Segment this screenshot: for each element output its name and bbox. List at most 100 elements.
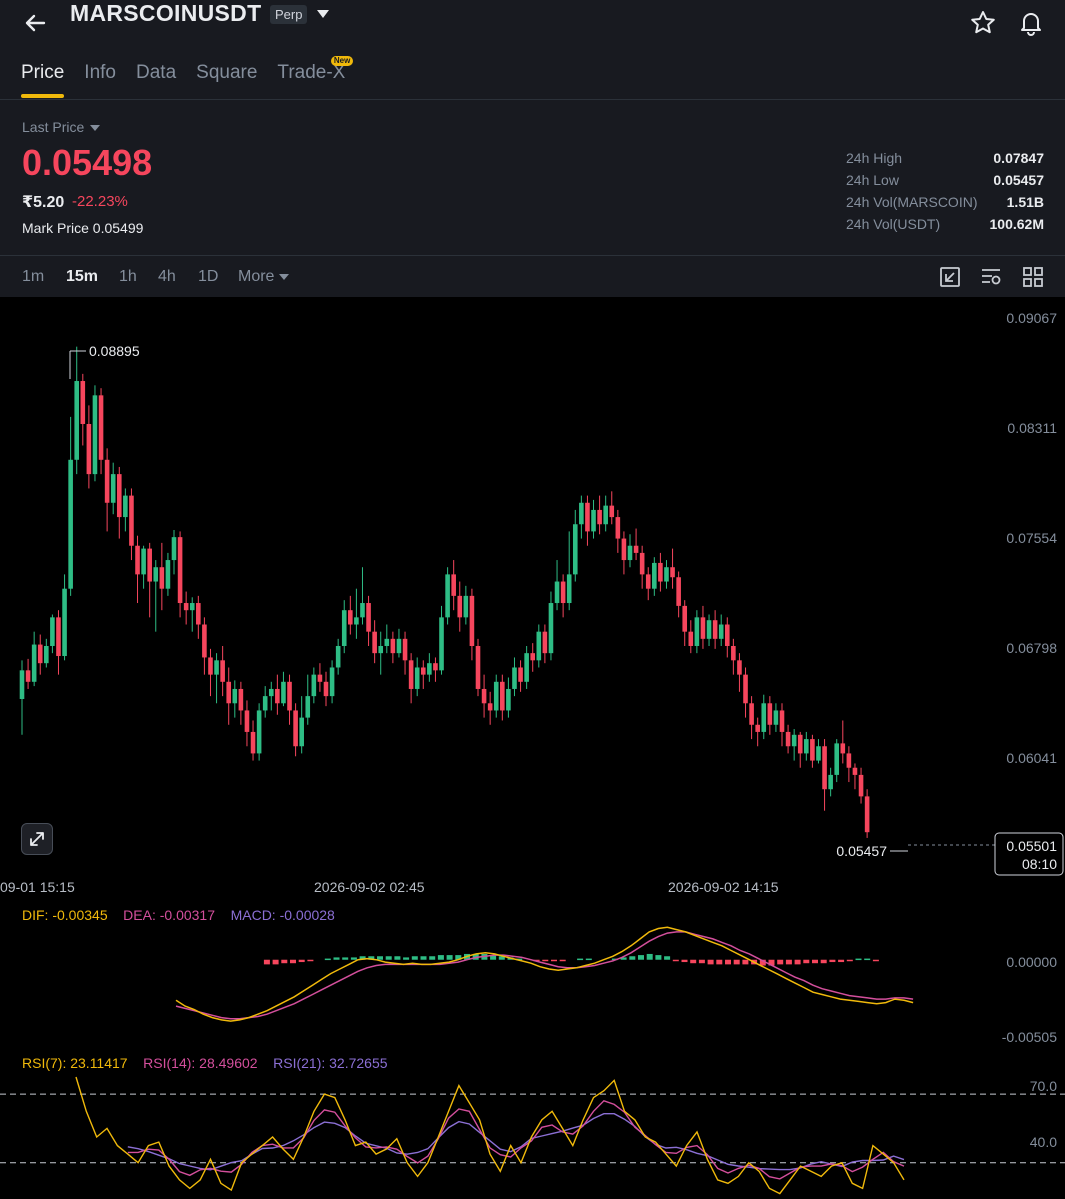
timeframe-more[interactable]: More — [238, 268, 289, 286]
candle-body — [341, 610, 347, 646]
macd-histogram-bar — [725, 959, 731, 965]
candle-body — [378, 645, 384, 654]
macd-histogram-bar — [498, 956, 505, 960]
candle-body — [609, 505, 615, 518]
macd-histogram-bar — [429, 956, 436, 960]
candle-body — [80, 381, 86, 424]
candle-body — [250, 731, 256, 754]
tab-price[interactable]: Price — [21, 62, 65, 98]
macd-histogram-bar — [664, 956, 671, 960]
stat-row: 24h Vol(MARSCOIN) 1.51B — [846, 194, 1044, 216]
macd-histogram-bar — [490, 955, 497, 960]
candle-body — [688, 631, 694, 646]
candle-body — [791, 734, 797, 747]
candle-body — [566, 574, 572, 604]
stat-label: 24h Vol(MARSCOIN) — [846, 194, 978, 210]
last-price-selector[interactable]: Last Price — [22, 119, 101, 135]
candle-body — [645, 574, 651, 589]
dea-line — [175, 931, 914, 1020]
candle-body — [500, 681, 505, 711]
symbol-title[interactable]: MARSCOINUSDT — [70, 0, 262, 26]
high-marker-label: 0.08895 — [89, 343, 140, 359]
candle-body — [25, 670, 31, 682]
macd-histogram-bar — [403, 957, 410, 960]
macd-histogram-bar — [672, 959, 679, 962]
candle-body — [785, 731, 791, 747]
candle-body — [92, 395, 98, 475]
timeframe-1m[interactable]: 1m — [22, 268, 45, 285]
timeframe-4h[interactable]: 4h — [158, 268, 176, 285]
candle-body — [767, 703, 773, 725]
candle-body — [591, 509, 596, 532]
chart-style-icon[interactable] — [938, 265, 962, 289]
macd-histogram-bar — [872, 959, 879, 962]
indicator-settings-icon[interactable] — [979, 265, 1003, 289]
candle-body — [116, 474, 122, 518]
tab-info[interactable]: Info — [84, 62, 116, 83]
macd-histogram-bar — [281, 959, 288, 964]
timeframe-1h[interactable]: 1h — [119, 268, 137, 285]
candle-body — [828, 774, 833, 790]
macd-y-tick: -0.00505 — [1002, 1029, 1057, 1045]
macd-histogram-bar — [829, 959, 836, 963]
layout-grid-icon[interactable] — [1021, 265, 1045, 289]
chart-area[interactable]: 0.09067 0.08311 0.07554 0.06798 0.06041 0.088… — [0, 297, 1065, 1199]
candle-body — [585, 502, 590, 532]
macd-histogram-bar — [446, 955, 453, 960]
candle-body — [44, 645, 49, 664]
timeframe-15m[interactable]: 15m — [66, 268, 99, 285]
fullscreen-button[interactable] — [21, 823, 53, 855]
macd-label: MACD: -0.00028 — [230, 907, 335, 923]
arrow-left-icon[interactable] — [20, 8, 50, 38]
candle-body — [451, 574, 456, 596]
inr-price: ₹5.20 — [22, 194, 65, 211]
candle-body — [743, 674, 748, 704]
stat-label: 24h Low — [846, 172, 899, 188]
y-axis-tick: 0.09067 — [1006, 310, 1057, 326]
candle-body — [475, 645, 481, 689]
stat-row: 24h Vol(USDT) 100.62M — [846, 216, 1044, 238]
candle-body — [232, 688, 238, 704]
candle-body — [834, 743, 840, 775]
candle-body — [372, 631, 377, 654]
candle-body — [530, 653, 536, 661]
candle-body — [652, 562, 657, 589]
candle-body — [433, 663, 438, 671]
macd-histogram-bar — [324, 958, 331, 961]
candle-body — [737, 660, 742, 675]
macd-histogram-bar — [759, 959, 766, 966]
candle-body — [74, 381, 80, 460]
macd-histogram-bar — [585, 958, 592, 961]
tab-trade-x[interactable]: Trade-X New — [277, 56, 354, 98]
candle-body — [360, 603, 365, 618]
candle-body — [731, 645, 736, 661]
star-icon[interactable] — [968, 8, 998, 38]
macd-histogram-bar — [516, 958, 523, 961]
divider — [0, 99, 1065, 100]
bell-icon[interactable] — [1016, 7, 1046, 37]
tab-square[interactable]: Square — [196, 62, 258, 83]
candle-body — [123, 495, 128, 518]
candle-body — [664, 567, 669, 582]
y-axis-tick: 0.06798 — [1006, 640, 1057, 656]
chevron-down-icon[interactable] — [314, 6, 332, 22]
candle-body — [366, 603, 371, 632]
candle-body — [275, 688, 280, 704]
last-price-label: Last Price — [22, 119, 85, 135]
timeframe-1d[interactable]: 1D — [198, 268, 219, 285]
chart-svg[interactable]: 0.09067 0.08311 0.07554 0.06798 0.06041 0.088… — [0, 297, 1065, 1199]
macd-y-tick: 0.00000 — [1006, 954, 1057, 970]
candle-body — [560, 581, 566, 604]
candle-body — [268, 688, 274, 697]
macd-histogram-bar — [342, 957, 349, 960]
stat-value: 0.07847 — [993, 150, 1044, 166]
candle-body — [506, 688, 511, 711]
tab-data[interactable]: Data — [136, 62, 177, 83]
candle-body — [700, 617, 706, 639]
candle-body — [354, 617, 359, 625]
macd-histogram-bar — [437, 955, 444, 960]
rsi-legend: RSI(7): 23.11417 RSI(14): 28.49602 RSI(2… — [22, 1055, 388, 1071]
macd-histogram-bar — [855, 958, 862, 961]
macd-histogram-bar — [707, 959, 714, 965]
macd-histogram-bar — [733, 959, 740, 965]
